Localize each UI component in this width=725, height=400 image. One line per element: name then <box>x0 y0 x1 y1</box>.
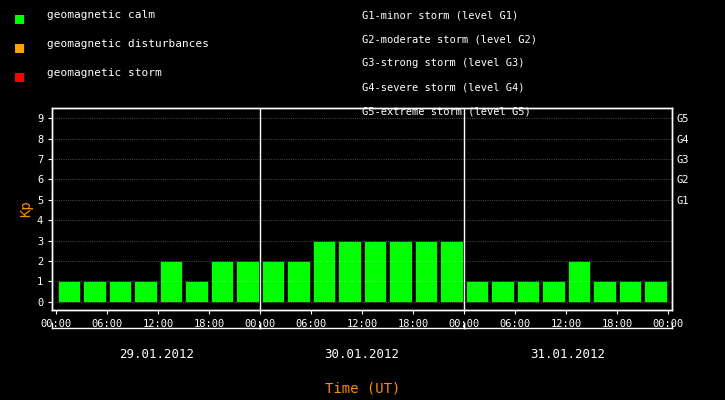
Bar <box>83 282 106 302</box>
Bar <box>210 261 233 302</box>
Bar <box>593 282 616 302</box>
Bar <box>618 282 641 302</box>
Text: G3-strong storm (level G3): G3-strong storm (level G3) <box>362 58 525 68</box>
Bar <box>160 261 182 302</box>
Text: ■: ■ <box>14 10 24 25</box>
Text: 29.01.2012: 29.01.2012 <box>119 348 194 361</box>
Bar <box>517 282 539 302</box>
Bar <box>185 282 207 302</box>
Text: 31.01.2012: 31.01.2012 <box>531 348 605 361</box>
Bar <box>645 282 667 302</box>
Text: geomagnetic disturbances: geomagnetic disturbances <box>47 39 209 49</box>
Text: G5-extreme storm (level G5): G5-extreme storm (level G5) <box>362 106 531 116</box>
Bar <box>465 282 488 302</box>
Bar <box>389 241 412 302</box>
Bar <box>338 241 360 302</box>
Bar <box>364 241 386 302</box>
Bar <box>236 261 259 302</box>
Text: ■: ■ <box>14 39 24 54</box>
Y-axis label: Kp: Kp <box>19 201 33 217</box>
Bar <box>134 282 157 302</box>
Text: G2-moderate storm (level G2): G2-moderate storm (level G2) <box>362 34 537 44</box>
Bar <box>568 261 590 302</box>
Text: G4-severe storm (level G4): G4-severe storm (level G4) <box>362 82 525 92</box>
Bar <box>109 282 131 302</box>
Bar <box>287 261 310 302</box>
Bar <box>492 282 513 302</box>
Bar <box>57 282 80 302</box>
Bar <box>415 241 437 302</box>
Bar <box>542 282 565 302</box>
Text: geomagnetic storm: geomagnetic storm <box>47 68 162 78</box>
Text: Time (UT): Time (UT) <box>325 382 400 396</box>
Text: geomagnetic calm: geomagnetic calm <box>47 10 155 20</box>
Bar <box>312 241 335 302</box>
Bar <box>262 261 284 302</box>
Text: ■: ■ <box>14 68 24 84</box>
Text: G1-minor storm (level G1): G1-minor storm (level G1) <box>362 10 519 20</box>
Text: 30.01.2012: 30.01.2012 <box>325 348 399 361</box>
Bar <box>440 241 463 302</box>
